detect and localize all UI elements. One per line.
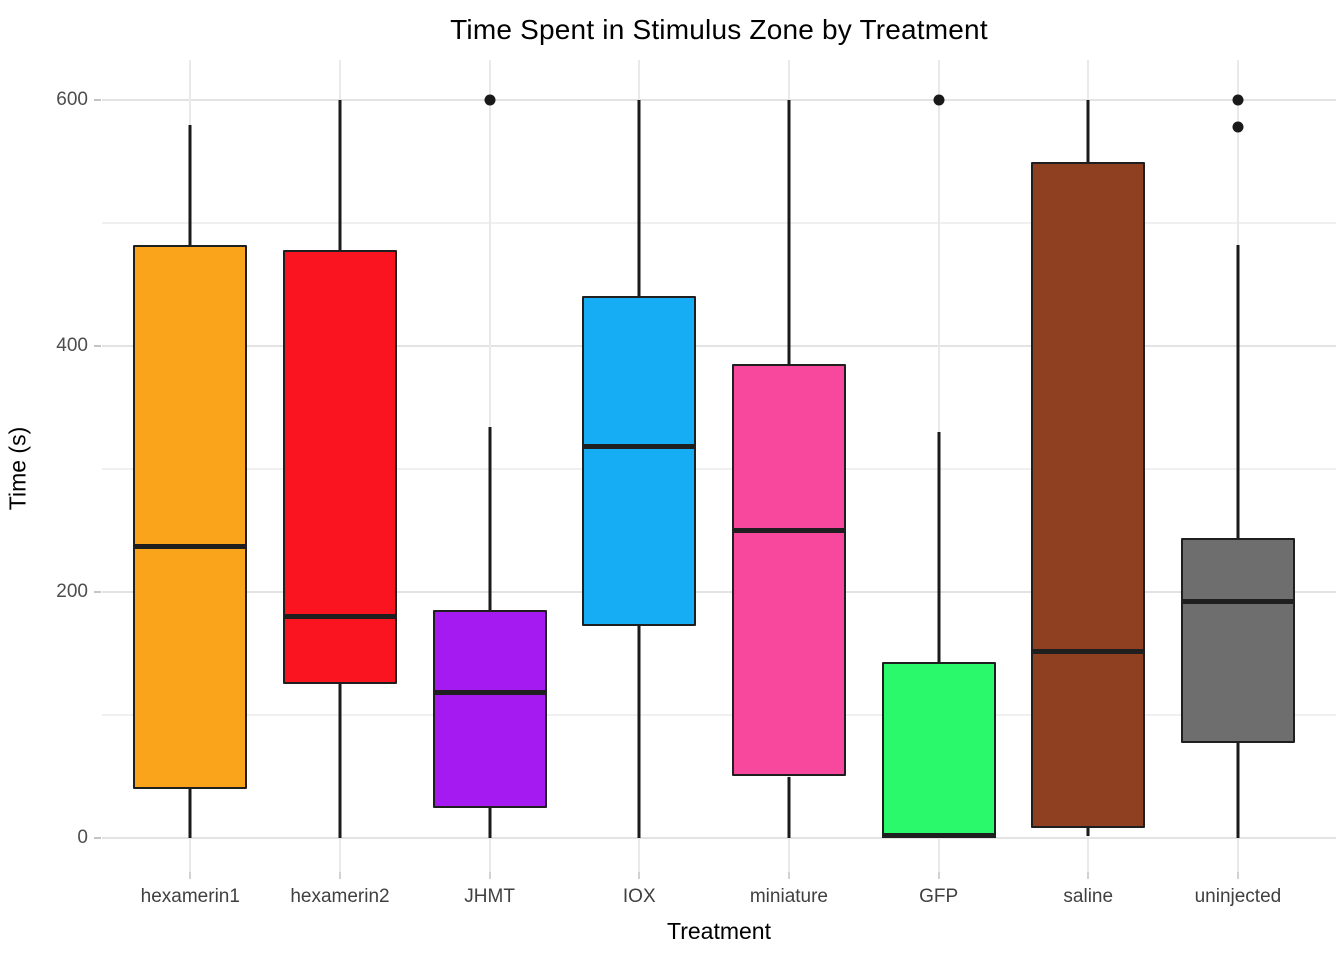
- x-tick-mark: [1236, 872, 1239, 879]
- upper-whisker: [188, 124, 192, 246]
- gridline-major: [102, 837, 1336, 839]
- gridline-minor: [102, 714, 1336, 716]
- gridline-minor: [102, 468, 1336, 470]
- chart-title: Time Spent in Stimulus Zone by Treatment: [450, 14, 988, 45]
- lower-whisker: [1086, 828, 1090, 836]
- x-tick-mark: [1087, 872, 1090, 879]
- median-line: [432, 690, 547, 696]
- outlier-dot: [484, 94, 496, 106]
- y-tick-label: 200: [56, 581, 88, 602]
- x-tick-mark: [338, 872, 341, 879]
- y-tick-mark: [94, 99, 101, 101]
- x-tick-mark: [189, 872, 192, 879]
- y-tick-mark: [94, 837, 101, 839]
- x-tick-label: hexamerin1: [140, 886, 240, 907]
- upper-whisker: [787, 100, 791, 365]
- box-saline: [1031, 161, 1146, 829]
- y-tick-mark: [94, 345, 101, 347]
- y-tick-mark: [94, 591, 101, 593]
- box-miniature: [731, 364, 846, 777]
- median-line: [582, 444, 697, 450]
- median-line: [1031, 648, 1146, 654]
- upper-whisker: [488, 427, 492, 611]
- upper-whisker: [338, 100, 342, 251]
- lower-whisker: [488, 808, 492, 838]
- median-line: [1180, 599, 1295, 605]
- median-line: [133, 543, 248, 549]
- x-tick-mark: [488, 872, 491, 879]
- x-tick-label: hexamerin2: [290, 886, 390, 907]
- x-tick-label: saline: [1063, 886, 1114, 907]
- x-tick-label: miniature: [749, 886, 829, 907]
- lower-whisker: [338, 684, 342, 838]
- gridline-major: [102, 99, 1336, 101]
- x-tick-label: GFP: [919, 886, 959, 907]
- x-tick-mark: [937, 872, 940, 879]
- upper-whisker: [637, 100, 641, 296]
- x-axis-title: Treatment: [667, 918, 771, 944]
- y-axis-title: Time (s): [4, 426, 31, 511]
- gridline-major: [102, 345, 1336, 347]
- lower-whisker: [637, 626, 641, 838]
- box-GFP: [881, 662, 996, 838]
- y-tick-label: 600: [56, 89, 88, 110]
- x-tick-label: JHMT: [464, 886, 515, 907]
- outlier-dot: [933, 94, 945, 106]
- y-tick-label: 0: [77, 827, 88, 848]
- box-JHMT: [432, 610, 547, 809]
- outlier-dot: [1232, 121, 1244, 133]
- x-tick-mark: [638, 872, 641, 879]
- upper-whisker: [937, 432, 941, 663]
- box-hexamerin2: [282, 250, 397, 685]
- gridline-minor: [102, 222, 1336, 224]
- box-hexamerin1: [133, 245, 248, 789]
- x-tick-label: IOX: [622, 886, 656, 907]
- upper-whisker: [1086, 100, 1090, 162]
- median-line: [881, 833, 996, 839]
- outlier-dot: [1232, 94, 1244, 106]
- box-uninjected: [1180, 537, 1295, 744]
- lower-whisker: [188, 788, 192, 838]
- median-line: [282, 614, 397, 620]
- median-line: [731, 528, 846, 533]
- lower-whisker: [1236, 743, 1240, 838]
- lower-whisker: [787, 776, 791, 838]
- gridline-major: [102, 591, 1336, 593]
- x-tick-label: uninjected: [1194, 886, 1282, 907]
- box-IOX: [582, 295, 697, 627]
- upper-whisker: [1236, 245, 1240, 538]
- y-tick-label: 400: [56, 335, 88, 356]
- x-tick-mark: [787, 872, 790, 879]
